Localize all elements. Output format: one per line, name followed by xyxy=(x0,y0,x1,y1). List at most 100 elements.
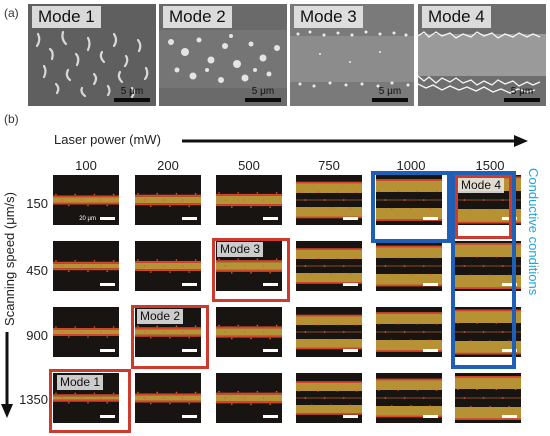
tile-scale-bar xyxy=(182,283,197,286)
tile-scale-bar xyxy=(423,415,438,418)
micrograph-line-texture xyxy=(135,391,201,405)
sem-mode-label: Mode 1 xyxy=(32,6,101,28)
tile-scale-bar xyxy=(343,415,358,418)
micrograph-tile xyxy=(53,241,119,291)
micrograph-tile xyxy=(216,307,282,357)
micrograph-line-texture xyxy=(53,259,119,273)
tile-scale-bar xyxy=(182,415,197,418)
micrograph-line-texture xyxy=(53,392,119,404)
micrograph-line-texture xyxy=(455,376,521,420)
mode-2-tag: Mode 2 xyxy=(137,309,184,324)
mode-3-tag: Mode 3 xyxy=(217,242,264,257)
tile-scale-bar xyxy=(100,349,115,352)
tile-scale-bar xyxy=(100,217,115,220)
tile-scale-bar xyxy=(423,217,438,220)
sem-scale-bar: 5 μm xyxy=(245,86,281,102)
mode-4-frame xyxy=(455,175,512,239)
micrograph-tile xyxy=(135,241,201,291)
micrograph-tile xyxy=(455,241,521,291)
micrograph-line-texture xyxy=(135,325,201,339)
tile-scale-bar xyxy=(100,283,115,286)
micrograph-tile xyxy=(135,373,201,423)
tile-scale-bar xyxy=(343,217,358,220)
column-header: 750 xyxy=(318,158,340,173)
micrograph-tile xyxy=(53,307,119,357)
micrograph-tile xyxy=(376,175,442,225)
micrograph-line-texture xyxy=(376,378,442,418)
row-header: 450 xyxy=(26,263,48,278)
sem-image-mode-2: Mode 2 5 μm xyxy=(159,4,287,106)
sem-image-mode-4: Mode 4 5 μm xyxy=(418,4,546,106)
tile-scale-bar xyxy=(423,283,438,286)
column-header: 1000 xyxy=(396,158,426,173)
micrograph-line-texture xyxy=(296,248,362,284)
tile-scale-bar xyxy=(182,349,197,352)
micrograph-line-texture xyxy=(216,390,282,406)
panel-b-letter: (b) xyxy=(4,112,19,126)
micrograph-line-texture xyxy=(296,381,362,415)
micrograph-line-texture xyxy=(296,314,362,350)
micrograph-line-texture xyxy=(296,181,362,219)
sem-scale-text: 5 μm xyxy=(251,86,275,97)
micrograph-line-texture xyxy=(53,326,119,338)
tile-scale-bar xyxy=(502,349,517,352)
sem-image-mode-1: Mode 1 5 μm xyxy=(28,4,156,106)
sem-scale-bar: 5 μm xyxy=(114,86,150,102)
micrograph-tile xyxy=(296,373,362,423)
sem-mode-label: Mode 2 xyxy=(163,6,232,28)
row-header: 150 xyxy=(26,196,48,211)
conductive-frame xyxy=(371,171,451,243)
tile-scale-bar xyxy=(263,217,278,220)
micrograph-tile xyxy=(296,175,362,225)
x-axis-arrow xyxy=(182,135,528,147)
column-header: 200 xyxy=(157,158,179,173)
sem-scale-text: 5 μm xyxy=(378,86,402,97)
row-header: 900 xyxy=(26,328,48,343)
micrograph-line-texture xyxy=(376,312,442,352)
micrograph-line-texture xyxy=(376,179,442,221)
micrograph-tile xyxy=(296,241,362,291)
tile-scale-bar xyxy=(423,349,438,352)
sem-mode-label: Mode 4 xyxy=(422,6,491,28)
column-header: 100 xyxy=(75,158,97,173)
micrograph-tile xyxy=(216,373,282,423)
micrograph-tile xyxy=(455,307,521,357)
tile-scale-bar xyxy=(343,349,358,352)
micrograph-line-texture xyxy=(376,245,442,287)
sem-scale-bar: 5 μm xyxy=(372,86,408,102)
x-axis-title: Laser power (mW) xyxy=(54,132,161,147)
micrograph-tile xyxy=(455,373,521,423)
micrograph-line-texture xyxy=(53,193,119,207)
micrograph-tile xyxy=(376,241,442,291)
tile-scale-bar xyxy=(263,349,278,352)
tile-scale-bar xyxy=(343,283,358,286)
y-axis-title: Scanning speed (μm/s) xyxy=(2,192,17,326)
y-axis-arrow xyxy=(1,332,13,418)
micrograph-line-texture xyxy=(216,324,282,340)
tile-scale-bar xyxy=(100,415,115,418)
mode-3-frame xyxy=(212,238,290,302)
conductive-conditions-label: Conductive conditions xyxy=(526,168,541,296)
mode-4-tag: Mode 4 xyxy=(458,178,505,193)
tile-scale-bar xyxy=(182,217,197,220)
tile-scale-bar xyxy=(502,283,517,286)
micrograph-line-texture xyxy=(135,192,201,208)
panel-a-letter: (a) xyxy=(4,6,19,20)
micrograph-line-texture xyxy=(216,258,282,274)
micrograph-tile xyxy=(376,307,442,357)
mode-1-tag: Mode 1 xyxy=(57,375,104,390)
micrograph-line-texture xyxy=(216,192,282,208)
column-header: 1500 xyxy=(475,158,505,173)
mode-2-frame xyxy=(131,305,209,369)
tile-scale-bar xyxy=(263,283,278,286)
micrograph-tile xyxy=(216,175,282,225)
tile-scale-bar xyxy=(502,415,517,418)
micrograph-tile xyxy=(376,373,442,423)
sem-scale-text: 5 μm xyxy=(120,86,144,97)
tile-scale-text: 20 μm xyxy=(79,216,96,222)
sem-mode-label: Mode 3 xyxy=(294,6,363,28)
column-header: 500 xyxy=(238,158,260,173)
micrograph-tile xyxy=(135,175,201,225)
sem-image-mode-3: Mode 3 5 μm xyxy=(290,4,414,106)
mode-1-frame xyxy=(49,369,131,433)
